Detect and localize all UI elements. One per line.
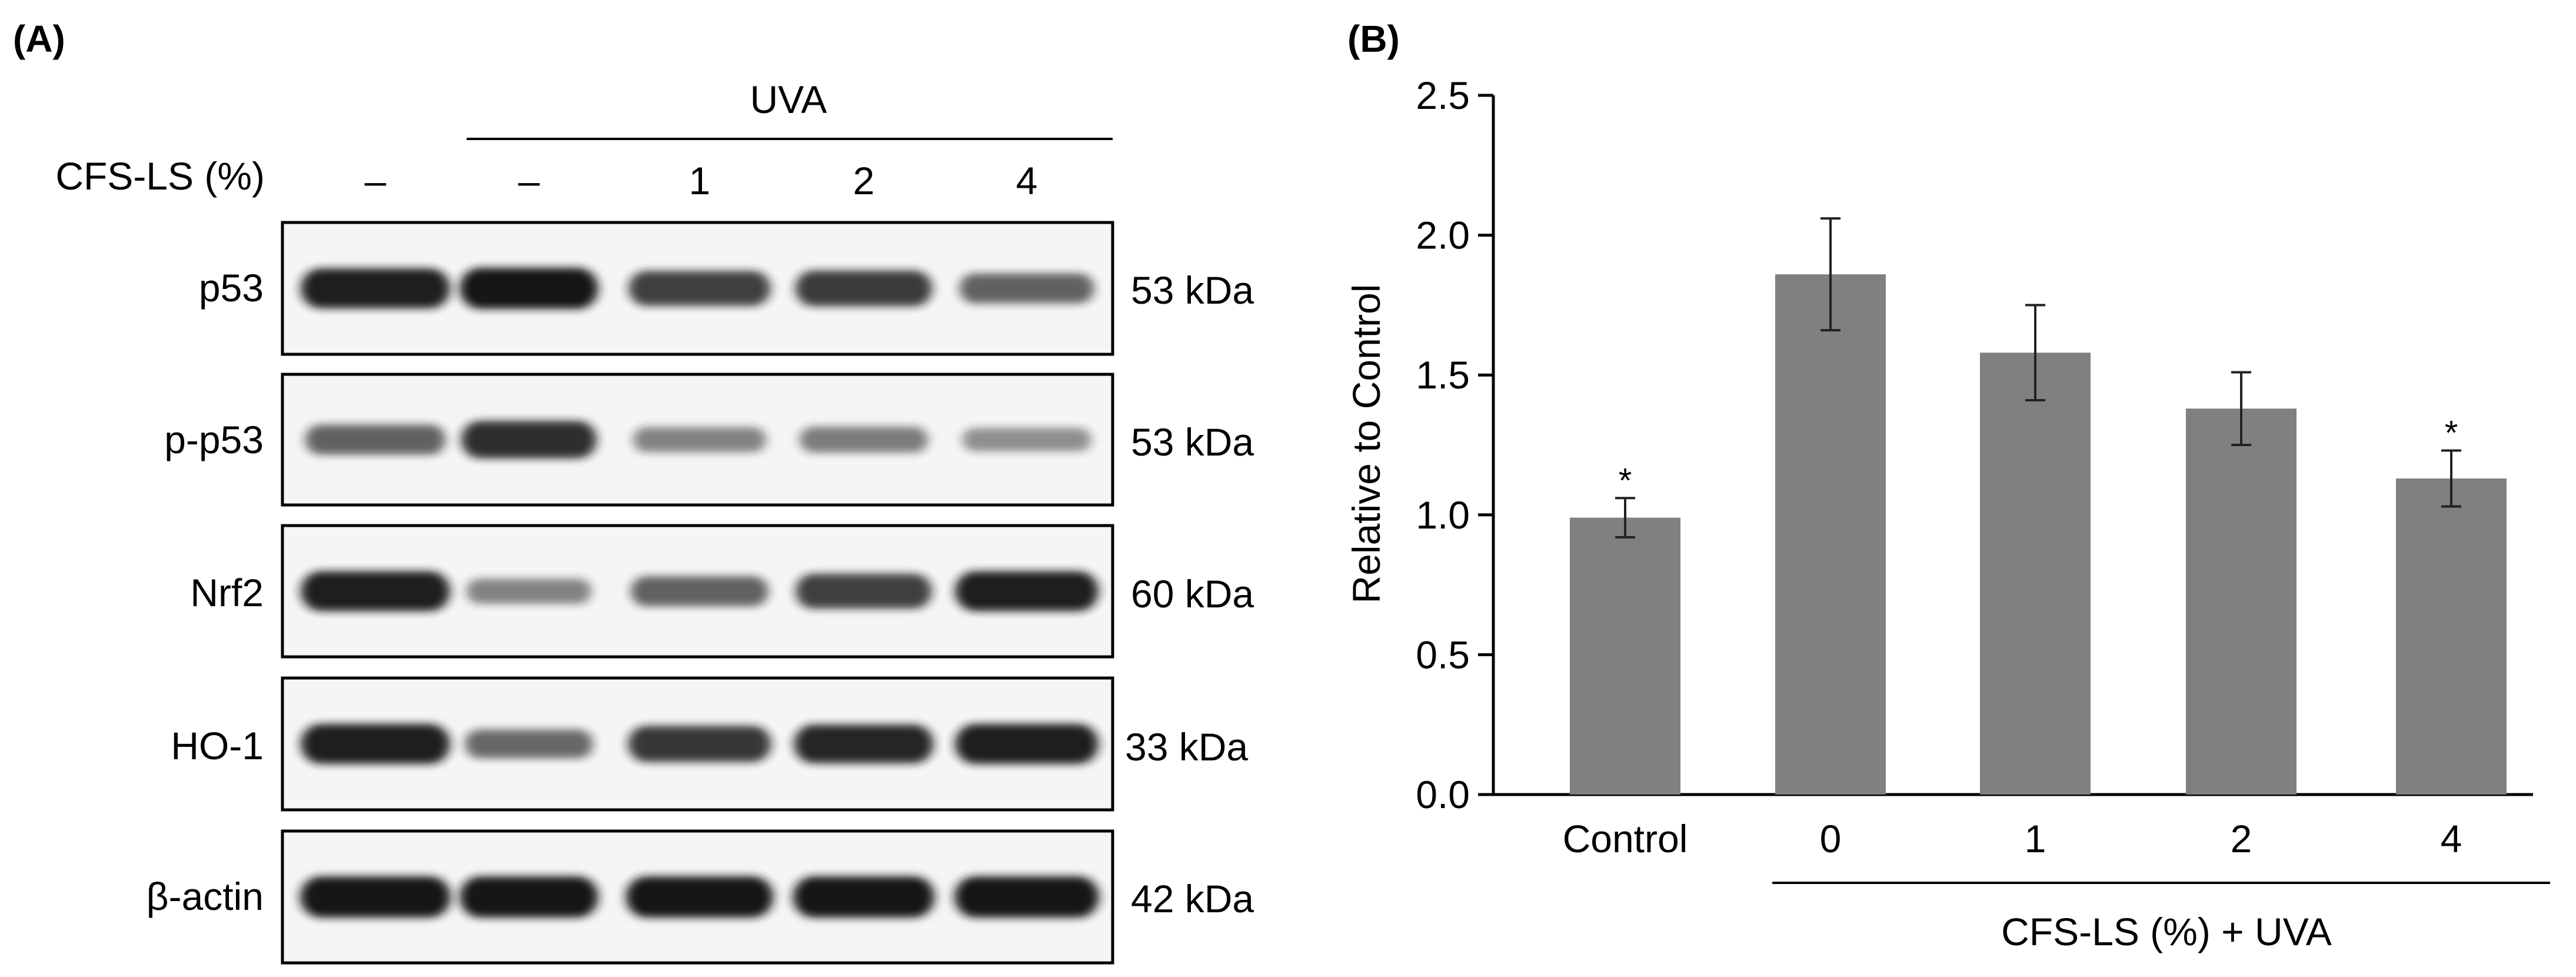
panel-b-label: (B) (1347, 18, 1400, 60)
molecular-weight-label: 42 kDa (1131, 877, 1254, 920)
blot-band (793, 876, 934, 918)
blot-band (301, 268, 450, 308)
y-tick-label: 2.0 (1416, 214, 1470, 257)
y-ticks: 0.0 0.5 1.0 1.5 2.0 2.5 (1416, 74, 1493, 816)
error-bars (1615, 217, 2461, 539)
blot-row-beta-actin: β-actin 42 kDa (147, 829, 1254, 965)
significance-marks: ** (1619, 414, 2458, 500)
x-tick-label: 2 (2231, 817, 2252, 860)
bars (1570, 274, 2507, 795)
y-tick-label: 0.0 (1416, 773, 1470, 816)
blot-band (954, 876, 1099, 918)
lane-label: – (365, 159, 387, 202)
blot-band (461, 421, 597, 458)
blot-band (465, 729, 593, 759)
y-tick-label: 0.5 (1416, 633, 1470, 676)
y-tick-label: 1.0 (1416, 493, 1470, 537)
blot-band (305, 424, 445, 455)
blot-band (800, 427, 928, 453)
panel-b: (B) Relative to Control 0.0 0.5 1.0 1.5 2.0 2… (1344, 18, 2550, 953)
bar (2186, 408, 2297, 795)
blot-band (962, 428, 1091, 451)
blot-band (959, 273, 1094, 304)
lane-label: 4 (1016, 159, 1038, 202)
error-bar (1615, 497, 1635, 539)
x-tick-label: 0 (1820, 817, 1842, 860)
protein-label: p53 (199, 266, 264, 310)
bar (2396, 478, 2507, 795)
panel-a: (A) UVA CFS-LS (%) – – 1 2 4 p53 53 kDa … (13, 18, 1254, 965)
blot-band (626, 876, 773, 918)
significance-asterisk: * (1619, 461, 1632, 500)
molecular-weight-label: 53 kDa (1131, 420, 1254, 464)
x-tick-labels: Control 0 1 2 4 (1563, 817, 2462, 860)
blot-band (795, 270, 933, 307)
blot-row-ho-1: HO-1 33 kDa (171, 676, 1248, 812)
error-bar (2231, 371, 2251, 446)
protein-label: HO-1 (171, 724, 264, 767)
blot-row-nrf2: Nrf2 60 kDa (190, 524, 1254, 659)
uva-group-label: UVA (750, 78, 827, 121)
significance-asterisk: * (2445, 414, 2458, 453)
x-tick-label: Control (1563, 817, 1688, 860)
blot-band (628, 726, 771, 762)
blot-band (460, 876, 598, 918)
blot-row-p-p53: p-p53 53 kDa (164, 373, 1254, 507)
blot-band (794, 725, 934, 763)
x-tick-label: 1 (2025, 817, 2046, 860)
blot-band (955, 724, 1099, 764)
bar (1570, 517, 1680, 795)
blot-band (633, 427, 766, 453)
treatment-label: CFS-LS (%) (55, 154, 265, 198)
protein-label: p-p53 (164, 418, 264, 461)
molecular-weight-label: 33 kDa (1125, 725, 1248, 769)
blot-band (301, 571, 450, 612)
lane-label: 2 (853, 159, 875, 202)
bar (1980, 353, 2091, 795)
protein-label: β-actin (147, 875, 264, 918)
blot-band (631, 576, 768, 607)
protein-label: Nrf2 (190, 571, 264, 614)
x-axis-label: CFS-LS (%) + UVA (2001, 910, 2332, 953)
error-bar (2025, 304, 2045, 401)
blot-band (301, 724, 450, 764)
lane-label: 1 (689, 159, 711, 202)
error-bar (2441, 449, 2461, 508)
blot-band (796, 573, 932, 609)
molecular-weight-label: 53 kDa (1131, 268, 1254, 312)
panel-a-label: (A) (13, 18, 65, 60)
lane-labels: – – 1 2 4 (365, 159, 1038, 202)
blot-row-p53: p53 53 kDa (199, 221, 1254, 356)
y-tick-label: 1.5 (1416, 353, 1470, 397)
y-tick-label: 2.5 (1416, 74, 1470, 117)
bar (1775, 274, 1886, 795)
lane-label: – (518, 159, 540, 202)
molecular-weight-label: 60 kDa (1131, 572, 1254, 616)
blot-band (466, 579, 592, 604)
y-axis-label: Relative to Control (1344, 284, 1388, 604)
error-bar (1820, 217, 1841, 332)
x-tick-label: 4 (2441, 817, 2462, 860)
blot-band (460, 268, 598, 309)
blot-band (300, 876, 451, 918)
blot-band (628, 271, 771, 306)
blot-band (955, 571, 1099, 612)
